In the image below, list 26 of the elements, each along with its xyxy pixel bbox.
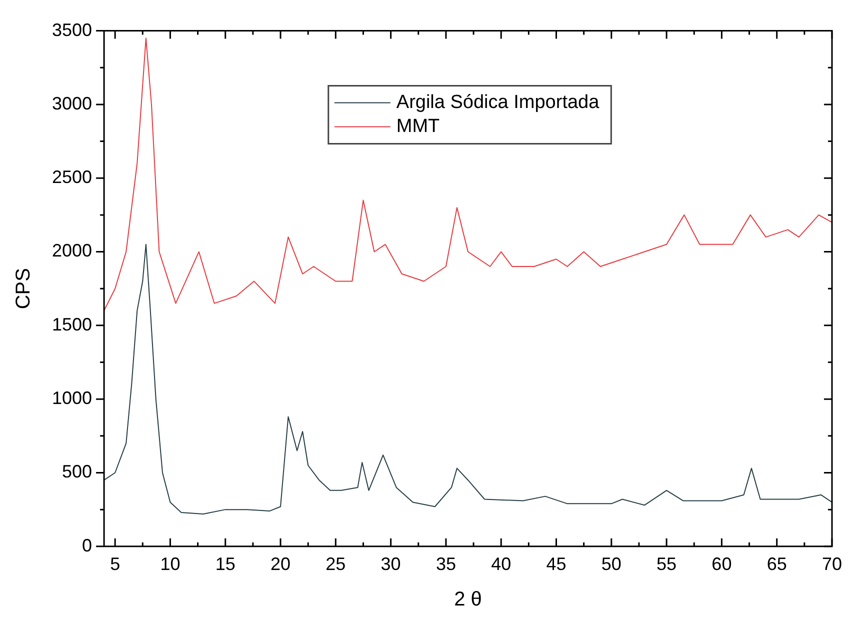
x-tick-label: 20 [270,554,291,574]
x-tick-label: 15 [215,554,236,574]
x-axis-title: 2 θ [454,588,482,611]
x-tick-label: 45 [546,554,566,574]
x-tick-label: 60 [712,554,732,574]
x-tick-label: 35 [436,554,456,574]
y-axis-title: CPS [12,268,35,310]
y-tick-label: 3500 [52,20,92,40]
y-tick-label: 3000 [52,93,92,114]
x-tick-label: 65 [766,554,787,574]
legend-label: Argila Sódica Importada [396,92,600,114]
y-tick-label: 500 [62,462,92,482]
y-tick-label: 0 [82,535,92,556]
y-tick-label: 1000 [52,388,92,408]
y-tick-label: 2000 [52,240,92,261]
x-tick-label: 5 [110,554,120,574]
x-tick-label: 70 [822,554,842,574]
y-tick-label: 1500 [52,314,92,334]
x-tick-label: 40 [491,554,512,574]
x-tick-label: 25 [326,554,346,574]
x-tick-label: 30 [380,554,401,574]
legend-label: MMT [396,116,440,138]
x-tick-label: 55 [656,554,677,574]
x-tick-label: 50 [601,554,622,574]
x-tick-label: 10 [160,554,180,574]
y-tick-label: 2500 [52,167,92,188]
